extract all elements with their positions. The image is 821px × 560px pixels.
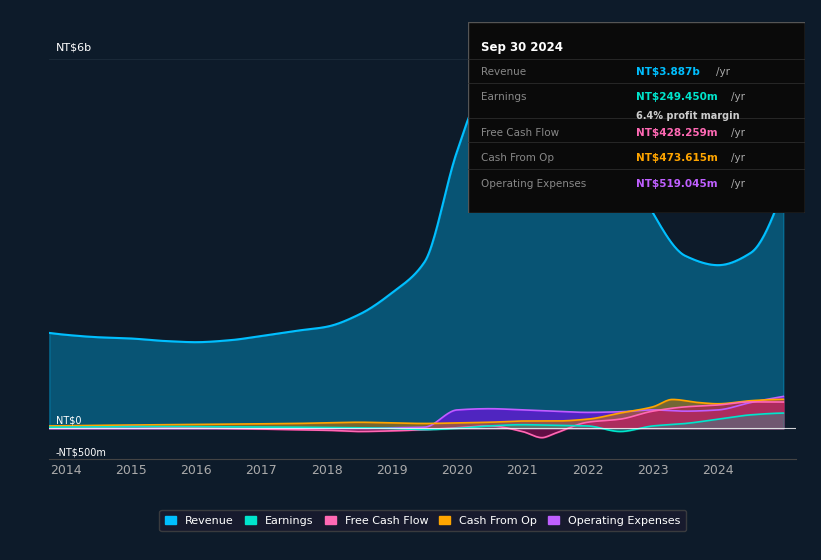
Text: NT$473.615m: NT$473.615m — [636, 152, 718, 162]
Text: Cash From Op: Cash From Op — [481, 152, 554, 162]
Text: /yr: /yr — [732, 92, 745, 102]
Text: NT$428.259m: NT$428.259m — [636, 128, 718, 138]
Text: Revenue: Revenue — [481, 67, 526, 77]
Text: Operating Expenses: Operating Expenses — [481, 179, 587, 189]
Text: NT$0: NT$0 — [56, 416, 81, 426]
Text: NT$519.045m: NT$519.045m — [636, 179, 718, 189]
Text: Free Cash Flow: Free Cash Flow — [481, 128, 560, 138]
Legend: Revenue, Earnings, Free Cash Flow, Cash From Op, Operating Expenses: Revenue, Earnings, Free Cash Flow, Cash … — [159, 510, 686, 531]
Text: /yr: /yr — [717, 67, 731, 77]
FancyBboxPatch shape — [468, 22, 805, 213]
Text: /yr: /yr — [732, 152, 745, 162]
Text: -NT$500m: -NT$500m — [56, 447, 107, 458]
Text: Earnings: Earnings — [481, 92, 527, 102]
Text: NT$3.887b: NT$3.887b — [636, 67, 700, 77]
Text: NT$249.450m: NT$249.450m — [636, 92, 718, 102]
Text: /yr: /yr — [732, 128, 745, 138]
Text: 6.4% profit margin: 6.4% profit margin — [636, 111, 740, 121]
Text: /yr: /yr — [732, 179, 745, 189]
Text: Sep 30 2024: Sep 30 2024 — [481, 41, 563, 54]
Text: NT$6b: NT$6b — [56, 43, 92, 53]
